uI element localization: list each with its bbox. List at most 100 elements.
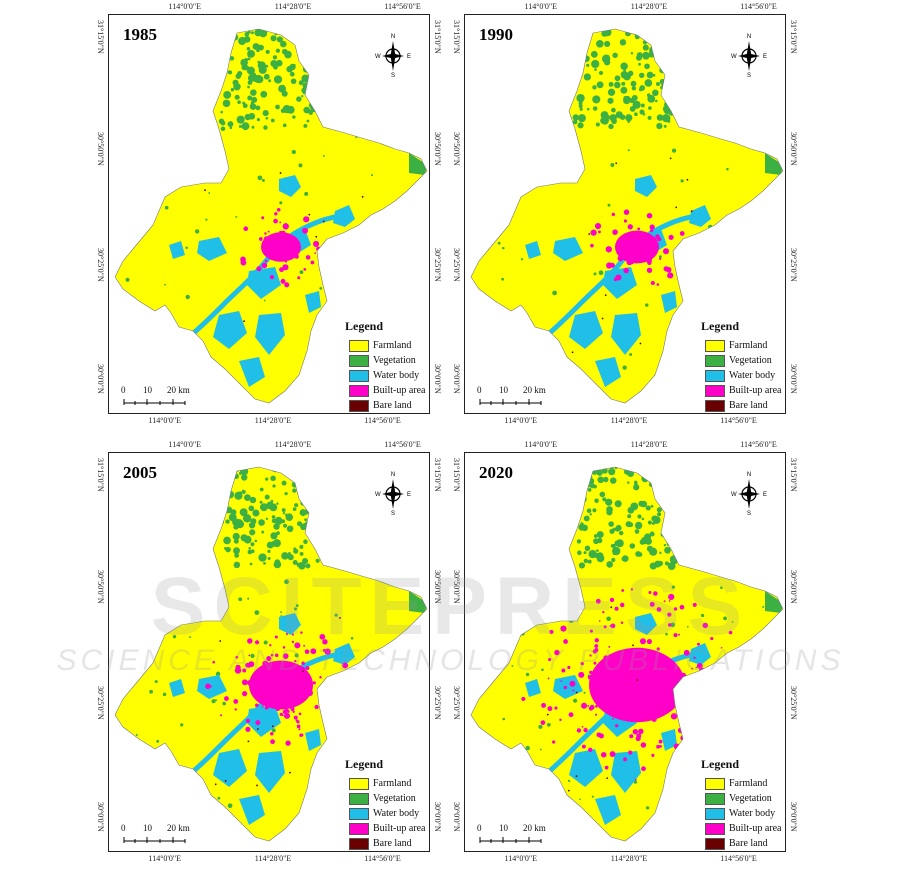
- built-up-patch: [615, 657, 620, 662]
- legend-item: Water body: [705, 806, 781, 821]
- bare-land-patch: [575, 691, 578, 694]
- map-frame: 2005 N S W E Legend Farmland Vegetation Water bo…: [108, 452, 430, 852]
- bare-land-patch: [329, 766, 332, 769]
- vegetation-patch: [586, 508, 592, 514]
- built-up-patch: [653, 591, 658, 596]
- vegetation-patch: [578, 394, 583, 399]
- vegetation-patch: [266, 501, 274, 510]
- built-up-patch: [637, 686, 641, 690]
- vegetation-patch: [242, 103, 248, 109]
- built-up-patch: [651, 717, 657, 723]
- built-up-patch: [682, 760, 687, 765]
- vegetation-patch: [600, 116, 609, 125]
- vegetation-patch: [633, 484, 640, 491]
- lake: [569, 749, 603, 787]
- vegetation-patch: [244, 515, 252, 523]
- vegetation-patch: [538, 135, 544, 140]
- vegetation-patch: [579, 107, 583, 111]
- vegetation-patch: [665, 632, 668, 636]
- vegetation-patch: [583, 691, 586, 694]
- built-up-patch: [617, 255, 624, 262]
- legend-swatch: [705, 399, 725, 412]
- scale-bar: 0 10 20 km: [477, 823, 569, 847]
- vegetation-patch: [521, 612, 526, 617]
- vegetation-patch: [263, 73, 270, 80]
- bare-land-patch: [279, 172, 282, 174]
- vegetation-patch: [657, 560, 663, 567]
- built-up-patch: [295, 719, 298, 722]
- year-label: 2005: [123, 463, 157, 482]
- bare-land-patch: [639, 342, 642, 345]
- built-up-patch: [635, 712, 641, 718]
- axis-right-label: 30°25'0"N: [433, 248, 442, 282]
- vegetation-patch: [195, 367, 200, 372]
- built-up-patch: [583, 727, 588, 733]
- vegetation-patch: [247, 597, 250, 600]
- vegetation-patch: [244, 494, 251, 501]
- vegetation-patch: [270, 532, 278, 540]
- built-up-patch: [680, 699, 682, 702]
- legend-title: Legend: [345, 757, 384, 771]
- axis-bottom-label: 114°0'0"E: [148, 854, 182, 863]
- map-panel-2020: 114°0'0"E 114°28'0"E 114°56'0"E 114°0'0"E 11…: [452, 440, 798, 863]
- vegetation-patch: [218, 40, 223, 45]
- bare-land-patch: [686, 689, 689, 692]
- vegetation-patch: [652, 89, 659, 97]
- vegetation-patch: [634, 112, 638, 117]
- vegetation-patch: [587, 488, 592, 492]
- vegetation-patch: [663, 124, 667, 128]
- legend-label: Built-up area: [373, 823, 426, 834]
- built-up-patch: [683, 649, 690, 656]
- vegetation-patch: [708, 224, 713, 230]
- vegetation-patch: [221, 66, 228, 73]
- vegetation-patch: [301, 94, 304, 98]
- vegetation-patch: [119, 737, 123, 741]
- bare-land-patch: [247, 740, 250, 743]
- built-up-patch: [567, 665, 571, 670]
- built-up-patch: [634, 688, 638, 692]
- vegetation-patch: [232, 79, 239, 86]
- axis-top-label: 114°0'0"E: [168, 440, 202, 449]
- vegetation-patch: [270, 118, 275, 123]
- built-up-patch: [329, 697, 333, 700]
- vegetation-patch: [232, 532, 240, 541]
- built-up-patch: [624, 661, 627, 664]
- vegetation-patch: [314, 81, 320, 87]
- built-up-patch: [560, 625, 567, 632]
- built-up-patch: [581, 744, 586, 749]
- vegetation-patch: [285, 513, 294, 521]
- built-up-patch: [743, 690, 746, 694]
- vegetation-patch: [598, 70, 604, 76]
- vegetation-patch: [296, 562, 301, 567]
- built-up-patch: [310, 648, 317, 655]
- vegetation-patch: [662, 529, 669, 535]
- vegetation-patch: [298, 163, 303, 168]
- vegetation-patch: [258, 65, 267, 74]
- built-up-patch: [631, 685, 634, 688]
- map-frame: 1985 N S W E Legend Farmland Vegetation Water bo…: [108, 14, 430, 414]
- vegetation-patch: [601, 54, 611, 63]
- built-up-patch: [615, 724, 619, 728]
- built-up-patch: [642, 708, 645, 711]
- built-up-patch: [608, 675, 614, 681]
- built-up-patch: [335, 674, 338, 677]
- built-up-patch: [706, 675, 712, 680]
- vegetation-patch: [654, 468, 661, 475]
- built-up-patch: [587, 705, 590, 707]
- axis-bottom-label: 114°56'0"E: [364, 854, 401, 863]
- north-arrow-icon: N S W E: [729, 31, 769, 84]
- vegetation-patch: [719, 692, 723, 696]
- vegetation-patch: [664, 546, 671, 554]
- vegetation-patch: [720, 586, 723, 589]
- compass-n: N: [391, 34, 395, 40]
- built-up-patch: [631, 651, 637, 657]
- vegetation-patch: [208, 192, 211, 194]
- vegetation-patch: [592, 95, 601, 104]
- map-legend: Legend Farmland Vegetation Water body Built-…: [701, 319, 781, 413]
- built-up-patch: [692, 602, 697, 607]
- built-up-patch: [279, 698, 284, 703]
- vegetation-patch: [502, 246, 505, 250]
- built-up-patch: [649, 707, 654, 711]
- vegetation-patch: [249, 496, 257, 504]
- axis-left-label: 30°50'0"N: [96, 570, 105, 604]
